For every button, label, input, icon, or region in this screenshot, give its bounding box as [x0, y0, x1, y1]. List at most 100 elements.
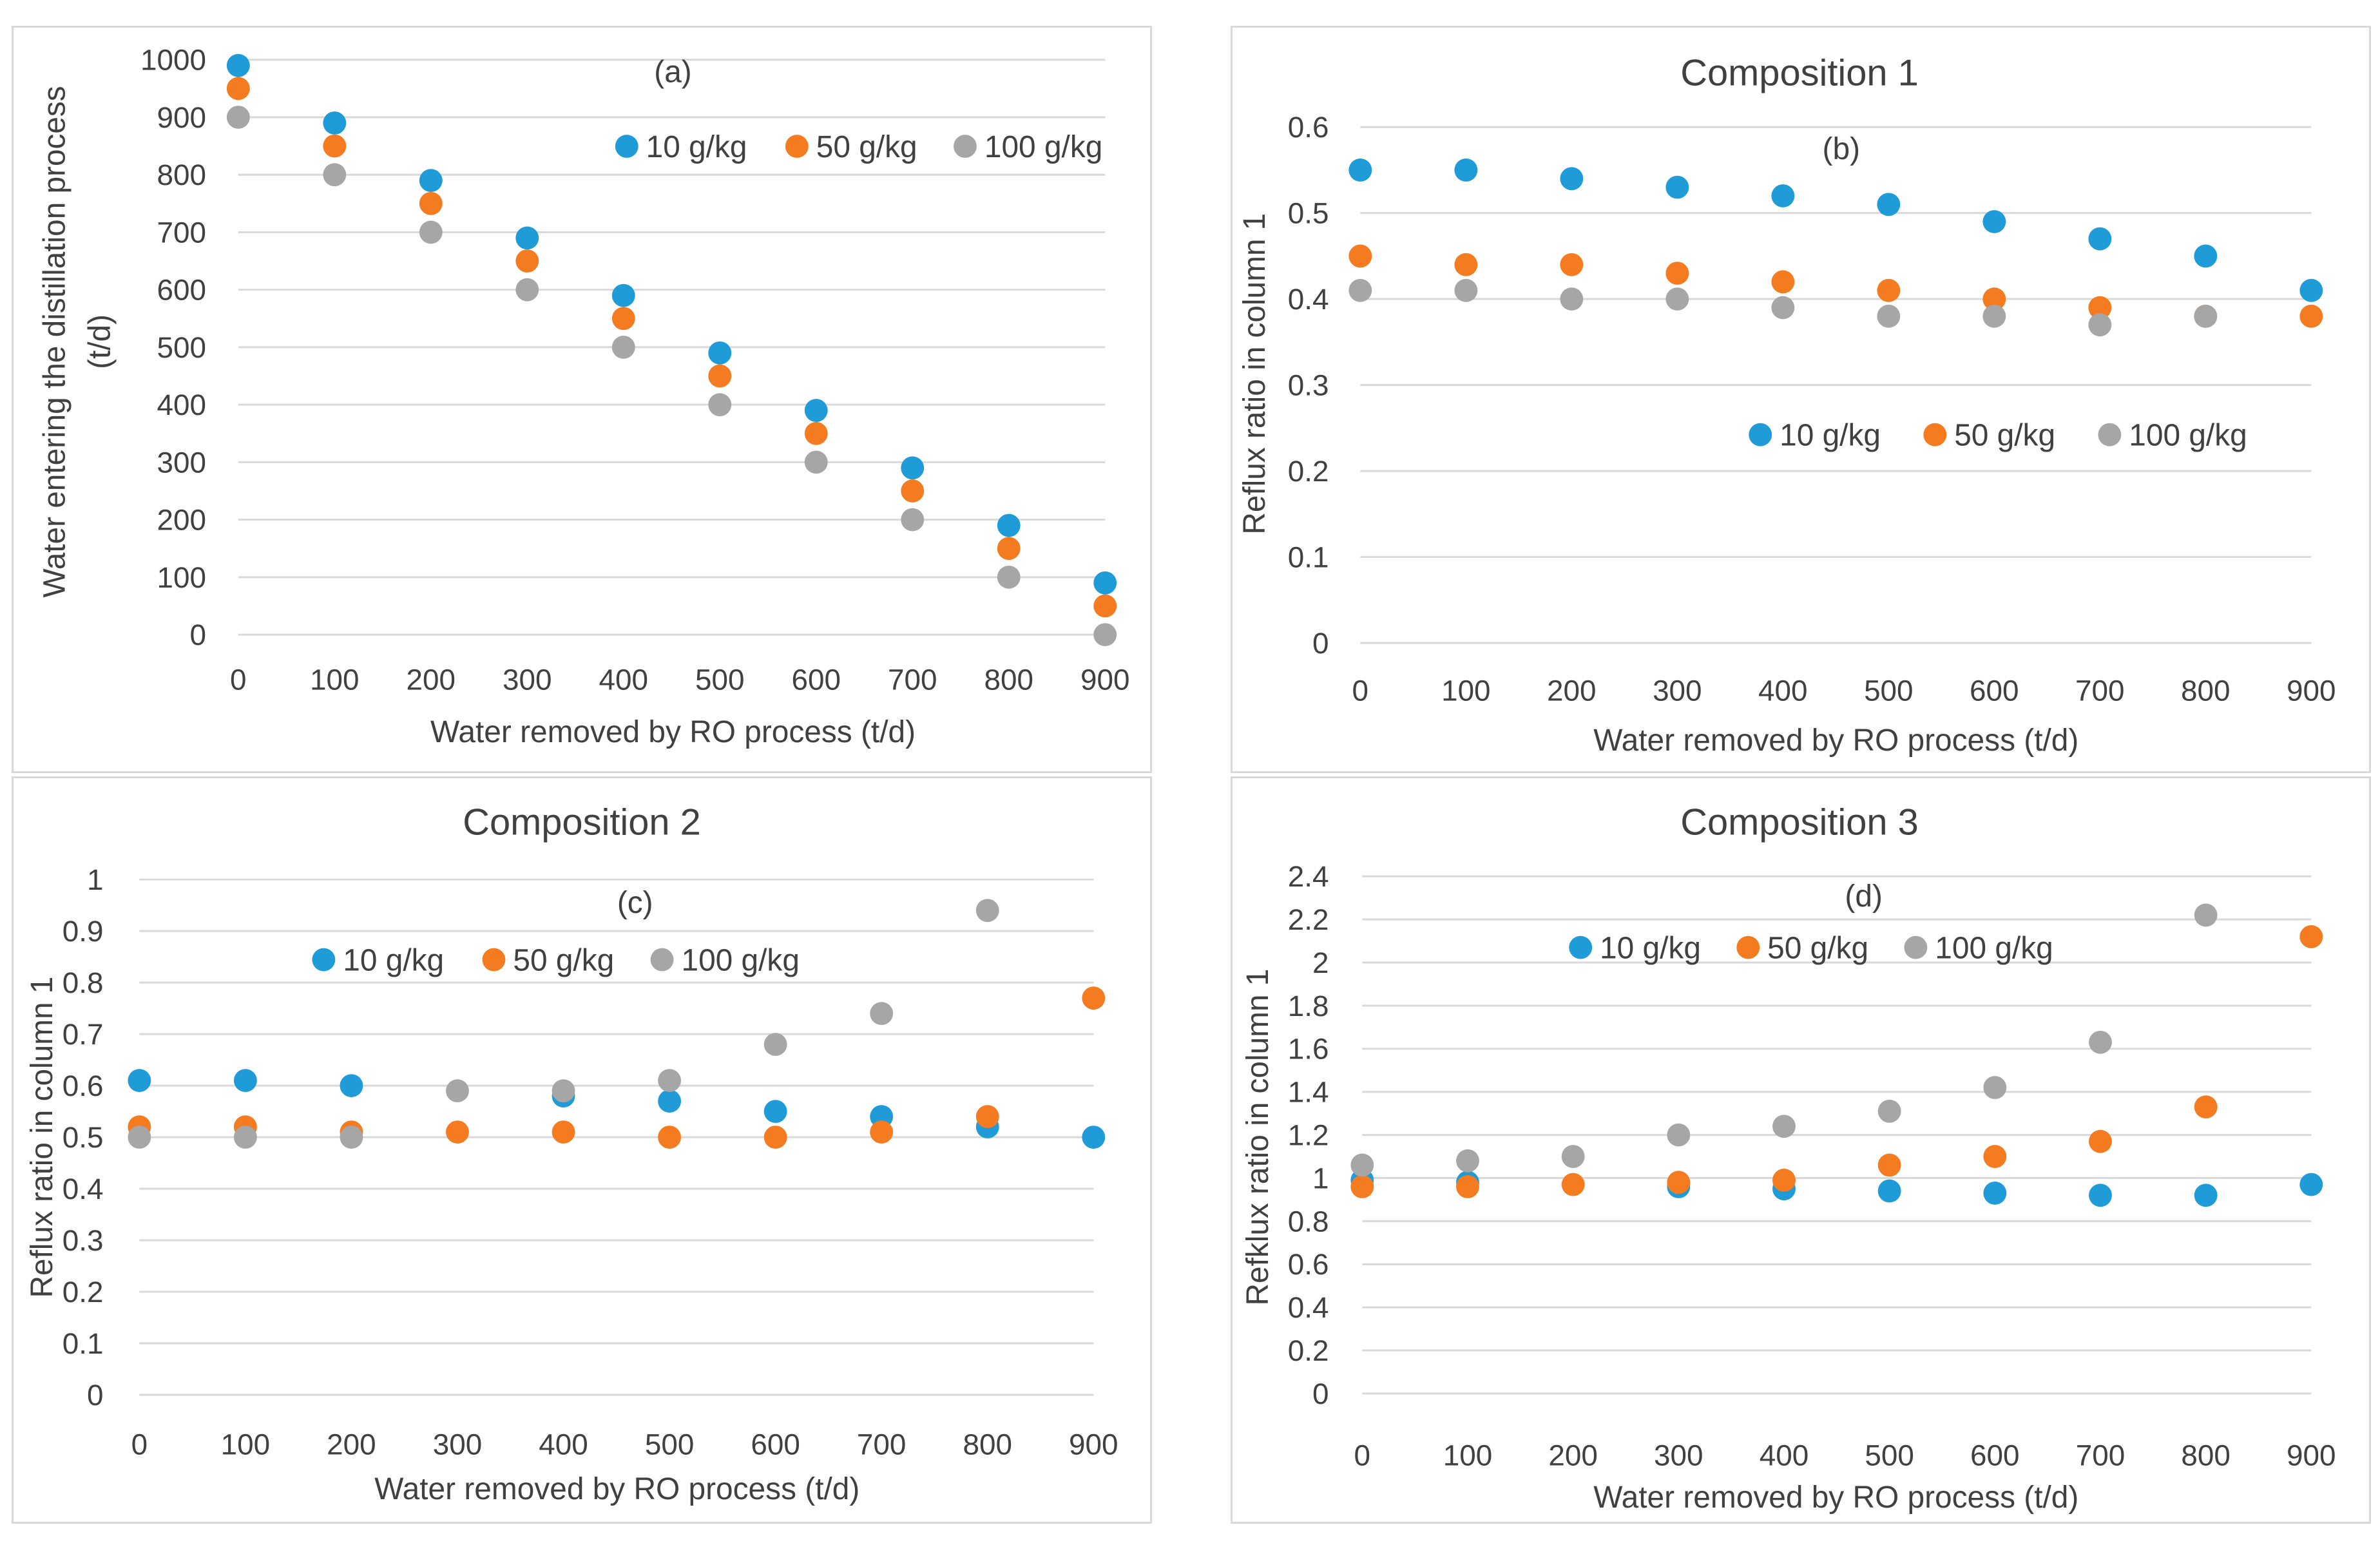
data-point-50gkg	[901, 479, 925, 503]
legend-marker-100gkg	[650, 948, 674, 972]
chart-title: Composition 1	[1680, 53, 1918, 94]
legend: 10 g/kg 50 g/kg 100 g/kg	[1569, 932, 2053, 966]
data-point-10gkg	[658, 1089, 682, 1113]
panel-annotation: (c)	[617, 886, 653, 920]
data-point-100gkg	[128, 1126, 151, 1149]
x-tick-label: 400	[599, 664, 648, 696]
data-point-50gkg	[2089, 1129, 2112, 1153]
x-tick-label: 400	[539, 1428, 588, 1461]
data-point-10gkg	[2194, 1184, 2218, 1207]
data-point-10gkg	[2299, 278, 2323, 302]
y-tick-label: 0.5	[62, 1121, 104, 1154]
legend-marker-100gkg	[1904, 935, 1928, 959]
x-tick-label: 500	[645, 1428, 694, 1461]
y-tick-label: 1.8	[1288, 990, 1329, 1022]
data-point-10gkg	[708, 341, 732, 365]
x-tick-label: 300	[433, 1428, 482, 1461]
legend: 10 g/kg 50 g/kg 100 g/kg	[312, 943, 800, 977]
data-point-10gkg	[1560, 167, 1584, 191]
data-point-100gkg	[763, 1033, 787, 1057]
y-tick-label: 600	[157, 274, 206, 307]
y-tick-label: 0.1	[62, 1327, 104, 1360]
data-point-50gkg	[611, 307, 635, 331]
data-point-10gkg	[2299, 1173, 2323, 1196]
data-point-50gkg	[1771, 270, 1795, 294]
x-tick-label: 0	[1354, 1439, 1371, 1471]
data-point-10gkg	[2088, 227, 2112, 251]
y-axis-label-line-2: (t/d)	[82, 314, 117, 369]
data-point-50gkg	[323, 134, 347, 158]
data-point-100gkg	[1093, 623, 1117, 647]
y-axis-label-line-1: Reflux ratio in column 1	[25, 977, 59, 1298]
x-tick-label: 100	[1441, 675, 1490, 707]
data-point-100gkg	[2194, 304, 2218, 328]
x-tick-label: 200	[1548, 1439, 1597, 1471]
y-tick-label: 800	[157, 158, 206, 191]
legend: 10 g/kg 50 g/kg 100 g/kg	[615, 130, 1102, 164]
x-tick-label: 700	[2076, 1439, 2125, 1471]
y-tick-label: 1	[1312, 1162, 1329, 1194]
data-point-100gkg	[901, 508, 925, 532]
y-tick-label: 1000	[140, 44, 206, 77]
y-tick-label: 0.9	[62, 915, 104, 948]
chart-title: Composition 2	[463, 802, 700, 843]
data-point-100gkg	[419, 220, 443, 244]
data-point-50gkg	[997, 537, 1021, 561]
data-point-10gkg	[1982, 210, 2006, 233]
legend-label-100gkg: 100 g/kg	[681, 943, 799, 977]
data-point-10gkg	[1348, 158, 1372, 182]
legend-marker-10gkg	[1569, 935, 1593, 959]
data-point-10gkg	[323, 111, 347, 135]
y-tick-label: 0.2	[62, 1276, 104, 1308]
legend-label-10gkg: 10 g/kg	[646, 130, 747, 164]
x-tick-label: 400	[1758, 675, 1807, 707]
x-tick-label: 700	[2075, 675, 2124, 707]
y-tick-label: 0.4	[62, 1173, 104, 1205]
data-point-50gkg	[2088, 296, 2112, 320]
legend-marker-10gkg	[1749, 423, 1772, 446]
data-point-50gkg	[1982, 287, 2006, 311]
data-point-10gkg	[1983, 1182, 2007, 1205]
data-point-100gkg	[446, 1079, 469, 1103]
legend-marker-100gkg	[2098, 423, 2122, 446]
legend-label-100gkg: 100 g/kg	[2129, 419, 2247, 453]
panel-annotation: (b)	[1823, 132, 1860, 166]
data-point-10gkg	[1093, 571, 1117, 595]
chart-panel-a: (a) 10 g/kg 50 g/kg 100 g/kg 0 100 200 300 4…	[12, 26, 1152, 773]
x-tick-label: 800	[963, 1428, 1012, 1461]
chart-panel-b: Composition 1 (b) 10 g/kg 50 g/kg 100 g/…	[1231, 26, 2371, 773]
x-tick-label: 900	[1069, 1428, 1118, 1461]
data-point-50gkg	[708, 364, 732, 388]
y-tick-label: 900	[157, 101, 206, 134]
data-point-50gkg	[446, 1120, 469, 1144]
y-tick-label: 0.6	[1288, 1248, 1329, 1281]
y-tick-label: 0.4	[1288, 283, 1329, 316]
legend-marker-50gkg	[1923, 423, 1947, 446]
y-tick-label: 0	[1312, 627, 1329, 660]
x-tick-label: 800	[2181, 1439, 2230, 1471]
x-tick-label: 500	[1865, 1439, 1914, 1471]
data-point-50gkg	[1665, 262, 1689, 285]
data-point-50gkg	[2299, 304, 2323, 328]
y-tick-label: 0.7	[62, 1018, 104, 1051]
data-point-100gkg	[975, 899, 999, 923]
data-point-50gkg	[658, 1126, 682, 1149]
data-point-10gkg	[997, 513, 1021, 537]
y-tick-label: 0.6	[1288, 111, 1329, 144]
legend-label-100gkg: 100 g/kg	[984, 130, 1102, 164]
x-tick-label: 0	[131, 1428, 148, 1461]
data-point-50gkg	[1983, 1145, 2007, 1168]
data-point-10gkg	[2194, 244, 2218, 268]
x-axis-label: Water removed by RO process (t/d)	[1593, 724, 2078, 758]
y-tick-label: 100	[157, 561, 206, 594]
chart-panel-d: Composition 3 (d) 10 g/kg 50 g/kg 100 g/…	[1231, 776, 2371, 1524]
data-point-100gkg	[1454, 278, 1478, 302]
data-point-100gkg	[340, 1126, 363, 1149]
data-point-100gkg	[2089, 1030, 2112, 1054]
y-tick-label: 0.2	[1288, 455, 1329, 488]
data-point-50gkg	[1667, 1171, 1691, 1194]
legend-label-50gkg: 50 g/kg	[513, 943, 614, 977]
legend-label-50gkg: 50 g/kg	[1954, 419, 2055, 453]
y-axis-label-line-1: Reflux ratio in column 1	[1238, 213, 1272, 535]
data-point-100gkg	[1350, 1153, 1374, 1177]
